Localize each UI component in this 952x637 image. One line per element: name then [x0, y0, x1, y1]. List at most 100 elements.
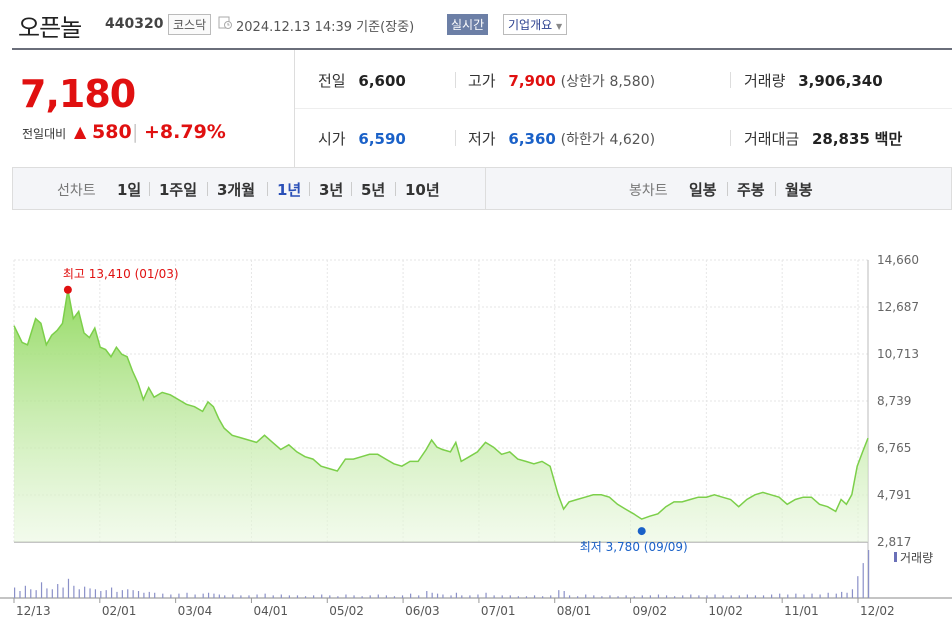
tab-3month[interactable]: 3개월 — [217, 181, 256, 199]
volume-bar — [657, 594, 660, 598]
volume-bar — [89, 588, 91, 598]
change-label: 전일대비 — [22, 127, 67, 141]
volume-bar — [730, 595, 732, 598]
stock-header: 오픈놀 440320 코스닥 2024.12.13 14:39 기준(장중) 실… — [0, 0, 952, 48]
volume-bar — [313, 595, 315, 598]
volume-bar — [272, 595, 274, 598]
volume-bar — [795, 593, 797, 598]
volume-bar — [568, 595, 571, 598]
tab-1day[interactable]: 1일 — [117, 181, 142, 199]
tab-1week[interactable]: 1주일 — [159, 181, 198, 199]
corp-overview-dropdown[interactable]: 기업개요 ▼ — [503, 14, 568, 35]
volume-bar — [213, 593, 215, 598]
volume-bar — [665, 595, 668, 598]
volume-bar — [868, 550, 870, 598]
volume-bar — [410, 593, 412, 598]
volume-bar — [819, 594, 821, 598]
header-divider — [12, 48, 952, 50]
volume-bar — [455, 592, 458, 598]
divider — [455, 72, 456, 88]
volume-bar — [674, 596, 676, 598]
volume-bar — [345, 594, 347, 598]
x-tick-label: 12/13 — [16, 604, 51, 618]
volume-bar — [40, 582, 43, 598]
volume-bar — [264, 593, 266, 598]
low-cell: 저가 6,360 (하한가 4,620) — [468, 128, 655, 149]
tab-1year[interactable]: 1년 — [277, 181, 302, 199]
change-divider: | — [132, 121, 139, 143]
volume-bar — [811, 593, 813, 598]
x-tick-label: 02/01 — [102, 604, 137, 618]
volume-bar — [682, 595, 684, 598]
volume-bar — [296, 595, 299, 598]
amount-label: 거래대금 — [744, 130, 800, 148]
volume-bar — [442, 594, 444, 598]
volume-bar — [186, 592, 188, 598]
current-price: 7,180 — [20, 72, 136, 116]
prev-close-cell: 전일 6,600 — [318, 70, 406, 91]
realtime-badge[interactable]: 실시간 — [447, 14, 489, 35]
corp-overview-label: 기업개요 — [508, 18, 553, 32]
low-label: 저가 — [468, 130, 496, 148]
volume-bar — [121, 590, 123, 598]
x-tick-label: 09/02 — [633, 604, 668, 618]
tab-weekly-candle[interactable]: 주봉 — [737, 181, 765, 199]
tab-10year[interactable]: 10년 — [405, 181, 440, 199]
volume-bar — [461, 595, 463, 598]
open-label: 시가 — [318, 130, 346, 148]
volume-bar — [194, 594, 196, 598]
low-marker — [637, 527, 646, 536]
tab-5year[interactable]: 5년 — [361, 181, 386, 199]
tab-daily-candle[interactable]: 일봉 — [689, 181, 717, 199]
volume-bar — [846, 592, 848, 598]
volume-bar — [202, 593, 204, 598]
x-tick-label: 08/01 — [557, 604, 592, 618]
amount-value: 28,835 — [811, 130, 870, 148]
volume-bar — [827, 592, 829, 598]
tab-monthly-candle[interactable]: 월봉 — [785, 181, 813, 199]
volume-bar — [803, 594, 805, 598]
volume-bar — [714, 594, 716, 598]
prev-close-value: 6,600 — [358, 72, 406, 90]
volume-bar — [525, 596, 528, 598]
low-annotation: 최저 3,780 (09/09) — [580, 540, 688, 554]
volume-bar — [105, 590, 107, 598]
volume-bar — [746, 594, 748, 598]
tab-divider — [351, 182, 352, 196]
volume-bar — [593, 595, 595, 598]
volume-bar — [377, 594, 379, 598]
volume-bar — [304, 596, 307, 598]
open-cell: 시가 6,590 — [318, 128, 406, 149]
divider — [730, 130, 731, 146]
x-tick-label: 04/01 — [253, 604, 288, 618]
tab-divider — [395, 182, 396, 196]
volume-bar — [218, 594, 220, 598]
price-line — [13, 289, 869, 520]
volume-bar — [542, 596, 544, 598]
y-tick-label: 4,791 — [877, 488, 911, 502]
x-tick-label: 05/02 — [329, 604, 364, 618]
price-chart[interactable]: 14,660 12,687 10,713 8,739 6,765 4,791 2,817 12… — [0, 230, 952, 637]
volume-bar — [563, 591, 565, 598]
volume-bar — [601, 596, 603, 598]
volume-bar — [633, 596, 635, 598]
x-tick-label: 11/01 — [784, 604, 819, 618]
volume-legend-label: 거래량 — [900, 551, 933, 565]
divider — [455, 130, 456, 146]
volume-bar — [94, 589, 97, 598]
stock-code: 440320 — [105, 16, 164, 32]
volume-bar — [207, 592, 210, 598]
x-tick-label: 07/01 — [481, 604, 516, 618]
line-chart-label: 선차트 — [57, 183, 96, 199]
low-value: 6,360 — [508, 130, 556, 148]
volume-bar — [232, 594, 234, 598]
volume-bar — [148, 591, 150, 598]
volume-bar — [385, 595, 387, 598]
tab-3year[interactable]: 3년 — [319, 181, 344, 199]
volume-bar — [762, 595, 765, 598]
volume-bar — [787, 594, 789, 598]
volume-bar — [240, 595, 242, 598]
amount-cell: 거래대금 28,835 백만 — [744, 128, 902, 149]
open-value: 6,590 — [358, 130, 406, 148]
volume-bar — [577, 596, 579, 598]
